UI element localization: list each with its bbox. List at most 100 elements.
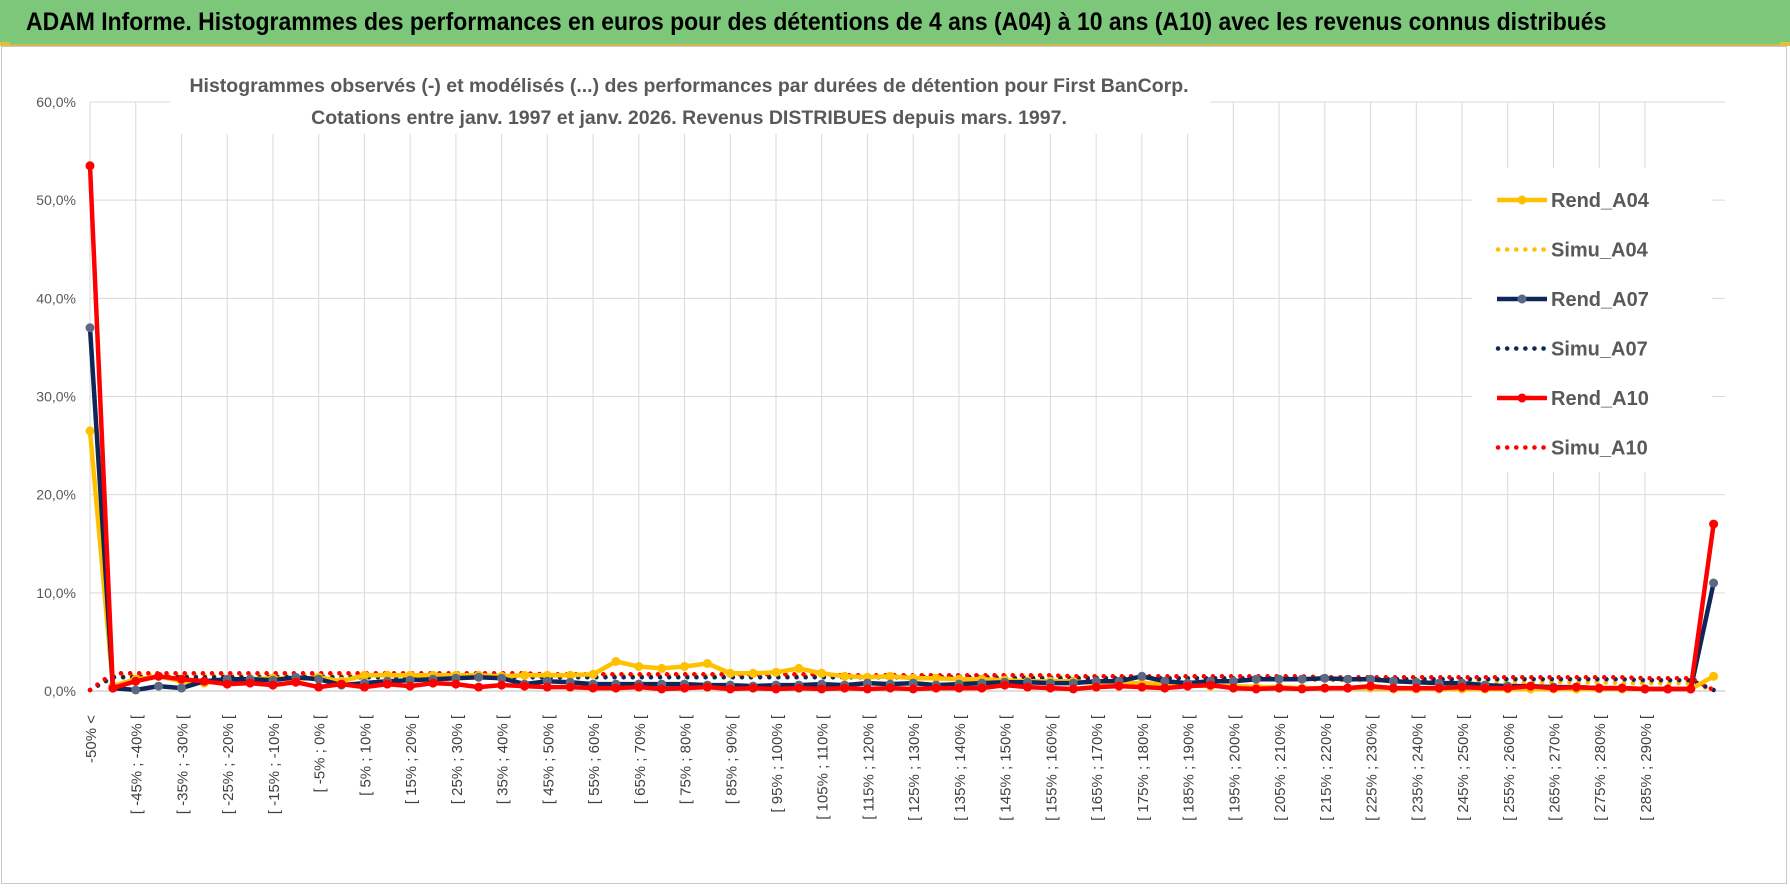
x-tick-label: [ -45% ; -40% [: [129, 714, 146, 814]
legend-label: Simu_A07: [1551, 339, 1648, 361]
data-point: [977, 683, 987, 693]
title-layer: Histogrammes observés (-) et modélisés (…: [170, 66, 1210, 134]
data-point: [199, 676, 209, 686]
data-point: [1023, 682, 1033, 692]
data-point: [1137, 682, 1147, 692]
data-point: [840, 671, 850, 681]
data-point: [794, 683, 804, 693]
x-tick-label: [ 265% ; 270% [: [1546, 714, 1563, 821]
legend-item: Simu_A10: [1495, 438, 1648, 460]
data-point: [908, 684, 918, 694]
x-tick-label: [ 45% ; 50% [: [540, 714, 557, 804]
data-point: [840, 683, 850, 693]
x-tick-label: [ 75% ; 80% [: [678, 714, 695, 804]
data-point: [1434, 683, 1444, 693]
data-point: [1000, 680, 1010, 690]
data-point: [1091, 682, 1101, 692]
x-tick-label: [ 105% ; 110% [: [815, 714, 832, 820]
data-point: [1366, 681, 1376, 691]
x-tick-label: [ -35% ; -30% [: [174, 714, 191, 814]
data-point: [1160, 676, 1170, 686]
data-point: [771, 684, 781, 694]
data-point: [497, 673, 507, 683]
data-point: [1274, 683, 1284, 693]
x-tick-label: [ 235% ; 240% [: [1409, 714, 1426, 821]
legend: Rend_A04 Simu_A04 Rend_A07 Simu_A07 Rend_A10…: [1472, 168, 1712, 472]
data-point: [1068, 684, 1078, 694]
y-tick-label: 50,0%: [36, 192, 76, 208]
data-point: [1709, 519, 1719, 529]
x-tick-label: -50% <: [83, 715, 100, 763]
data-point: [1503, 683, 1513, 693]
chart-subtitle: Cotations entre janv. 1997 et janv. 2026…: [311, 107, 1067, 129]
data-point: [1206, 680, 1215, 690]
page-title: ADAM Informe. Histogrammes des performan…: [26, 8, 1607, 36]
x-tick-label: [ 205% ; 210% [: [1272, 714, 1289, 821]
corner-mark: [1780, 42, 1790, 46]
data-point: [634, 662, 644, 671]
data-point: [451, 679, 461, 689]
legend-label: Rend_A04: [1551, 190, 1650, 212]
x-tick-label: [ 155% ; 160% [: [1043, 714, 1060, 821]
data-point: [1526, 681, 1536, 691]
data-point: [1686, 684, 1696, 694]
data-point: [245, 678, 255, 688]
x-tick-label: [ 285% ; 290% [: [1638, 714, 1655, 821]
data-point: [1137, 671, 1147, 681]
x-tick-label: [ 195% ; 200% [: [1226, 714, 1243, 821]
legend-marker: [1517, 195, 1527, 205]
data-point: [702, 659, 712, 668]
data-point: [1709, 578, 1719, 588]
x-tick-label: [ 65% ; 70% [: [632, 714, 649, 804]
legend-label: Rend_A07: [1551, 289, 1649, 311]
data-point: [108, 683, 118, 693]
data-point: [885, 683, 895, 693]
data-point: [520, 670, 529, 680]
data-point: [154, 681, 164, 691]
title-backdrop: [170, 66, 1210, 134]
data-point: [1640, 684, 1650, 694]
data-point: [657, 663, 667, 673]
legend-box: [1472, 168, 1712, 472]
data-point: [1457, 682, 1467, 692]
data-point: [337, 679, 346, 689]
data-point: [1411, 683, 1421, 693]
legend-label: Simu_A10: [1551, 438, 1648, 460]
corner-mark: [0, 42, 10, 46]
x-tick-label: [ 165% ; 170% [: [1089, 714, 1106, 821]
data-point: [1228, 676, 1238, 686]
data-point: [817, 668, 827, 678]
data-point: [680, 683, 689, 693]
legend-item: Simu_A07: [1495, 339, 1648, 361]
data-point: [1571, 682, 1581, 692]
data-point: [588, 669, 598, 679]
data-point: [359, 682, 369, 692]
data-point: [405, 681, 415, 691]
chart-title: Histogrammes observés (-) et modélisés (…: [189, 75, 1188, 97]
legend-label: Rend_A10: [1551, 388, 1649, 410]
data-point: [725, 668, 735, 678]
data-point: [588, 683, 598, 693]
x-tick-label: [ -5% ; 0% [: [312, 714, 329, 792]
data-point: [1594, 683, 1604, 693]
data-point: [1366, 674, 1376, 684]
series-line: [87, 327, 1716, 693]
x-tick-label: [ 25% ; 30% [: [449, 714, 466, 804]
data-point: [314, 674, 324, 684]
data-point: [1663, 684, 1673, 694]
data-point: [1343, 683, 1353, 693]
header-bar: ADAM Informe. Histogrammes des performan…: [0, 0, 1790, 46]
data-point: [931, 673, 941, 683]
data-point: [131, 685, 141, 695]
data-point: [382, 679, 392, 689]
data-point: [702, 682, 712, 692]
data-point: [1388, 683, 1398, 693]
data-point: [931, 683, 941, 693]
data-point: [1549, 683, 1558, 693]
data-point: [1343, 674, 1353, 684]
data-point: [1297, 684, 1307, 694]
x-tick-label: [ 95% ; 100% [: [769, 714, 786, 812]
data-point: [771, 667, 781, 677]
x-tick-label: [ 215% ; 220% [: [1318, 714, 1335, 821]
